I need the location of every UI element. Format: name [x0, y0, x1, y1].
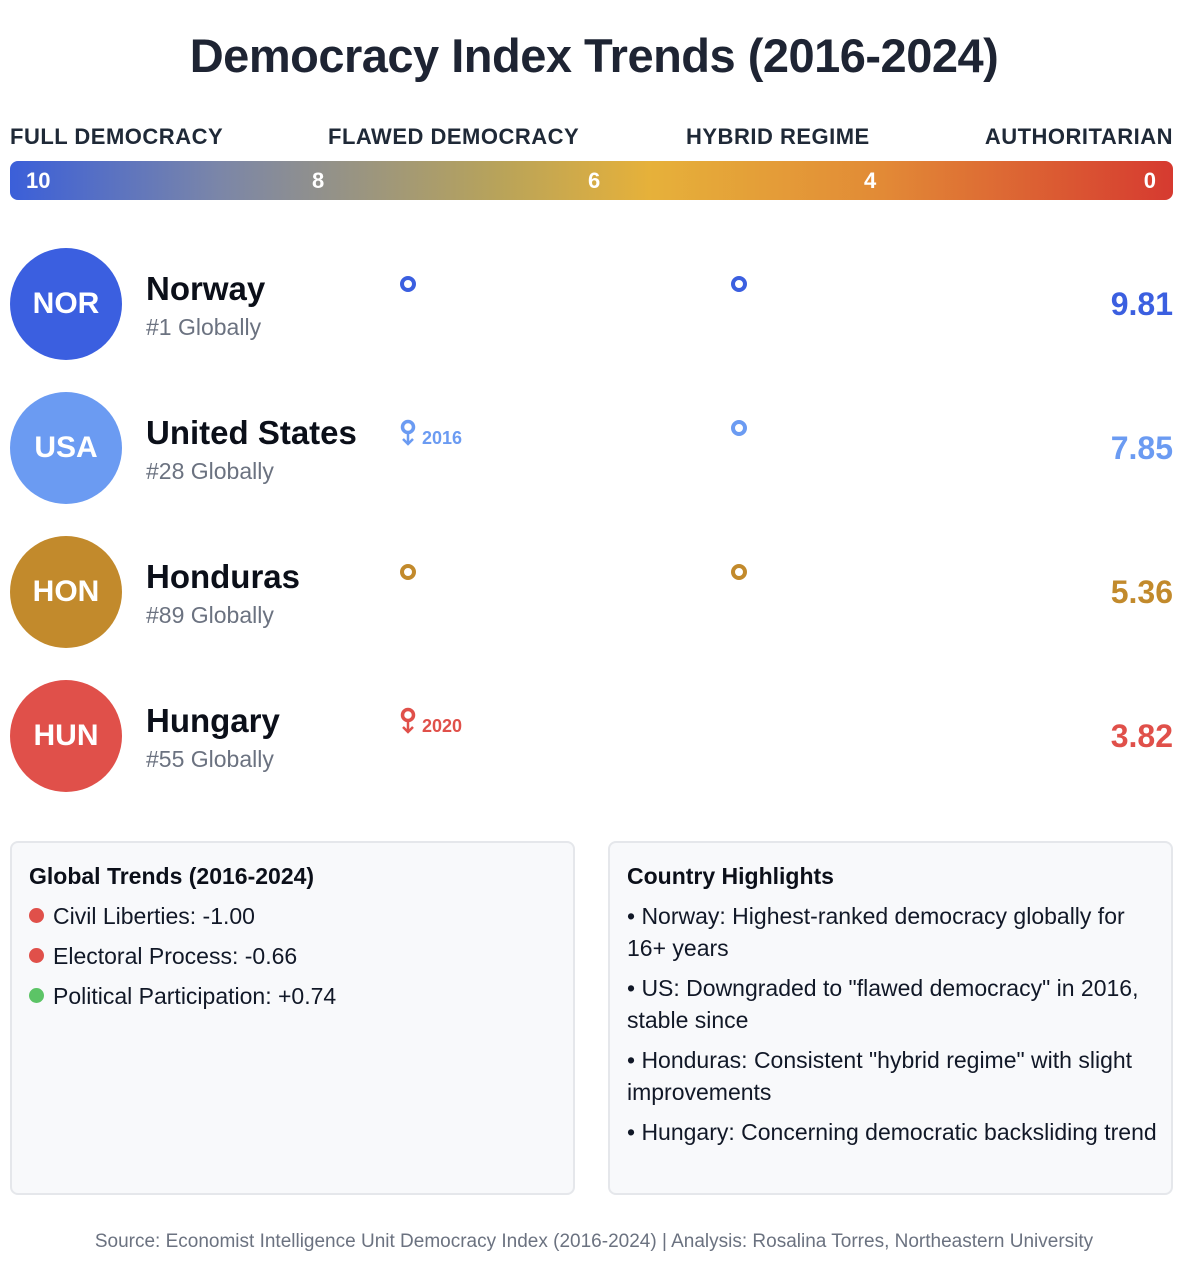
scale-tick: 4: [864, 168, 877, 193]
category-label-hybrid-regime: HYBRID REGIME: [686, 124, 870, 149]
downgrade-pin-icon[interactable]: [399, 419, 419, 453]
country-badge: HUN: [10, 680, 122, 792]
trend-annotation-year: 2020: [422, 716, 463, 736]
highlight-item: • Norway: Highest-ranked democracy globa…: [627, 903, 1125, 961]
country-score: 9.81: [1110, 286, 1173, 322]
panel-title: Global Trends (2016-2024): [29, 863, 315, 889]
scale-tick: 0: [1143, 168, 1156, 193]
country-badge: NOR: [10, 248, 122, 360]
downgrade-pin-icon[interactable]: [399, 707, 419, 741]
category-label-flawed-democracy: FLAWED DEMOCRACY: [328, 124, 580, 149]
trend-point-end[interactable]: [731, 420, 747, 436]
highlight-item: • Honduras: Consistent "hybrid regime" w…: [627, 1047, 1133, 1105]
trend-item: Civil Liberties: -1.00: [29, 903, 255, 930]
country-score: 3.82: [1110, 718, 1173, 754]
trend-label: Electoral Process: -0.66: [53, 943, 298, 969]
category-label-full-democracy: FULL DEMOCRACY: [10, 124, 224, 149]
country-row-norway[interactable]: NOR Norway #1 Globally 9.81: [10, 248, 1173, 360]
country-rank: #89 Globally: [146, 602, 274, 628]
trend-annotation-year: 2016: [422, 428, 463, 448]
highlight-item: • Hungary: Concerning democratic backsli…: [627, 1119, 1157, 1145]
trend-point-end[interactable]: [731, 564, 747, 580]
trend-dot-icon: [29, 908, 44, 923]
country-row-hungary[interactable]: HUN Hungary #55 Globally 3.82 2020: [10, 680, 1173, 792]
trend-point-end[interactable]: [731, 276, 747, 292]
scale-tick: 10: [26, 168, 51, 193]
country-badge: USA: [10, 392, 122, 504]
trend-item: Political Participation: +0.74: [29, 983, 336, 1010]
country-name: Honduras: [146, 558, 301, 595]
trend-point-start[interactable]: [400, 276, 416, 292]
highlight-item: • US: Downgraded to "flawed democracy" i…: [627, 975, 1139, 1033]
scale-tick: 8: [312, 168, 325, 193]
source-footer: Source: Economist Intelligence Unit Demo…: [94, 1231, 1094, 1252]
country-row-united-states[interactable]: USA United States #28 Globally 7.85 2016: [10, 392, 1173, 504]
panel-title: Country Highlights: [627, 863, 834, 889]
country-score: 5.36: [1110, 574, 1173, 610]
trend-label: Civil Liberties: -1.00: [53, 903, 255, 929]
trend-dot-icon: [29, 988, 44, 1003]
scale-tick: 6: [588, 168, 601, 193]
chart-title: Democracy Index Trends (2016-2024): [189, 29, 999, 82]
category-label-authoritarian: AUTHORITARIAN: [984, 124, 1173, 149]
country-score: 7.85: [1110, 430, 1173, 466]
country-highlights-panel: Country Highlights • Norway: Highest-ran…: [608, 841, 1173, 1195]
trend-point-start[interactable]: [400, 564, 416, 580]
country-name: Norway: [146, 270, 266, 307]
global-trends-panel: Global Trends (2016-2024) Civil Libertie…: [10, 841, 575, 1195]
score-gradient-bar: 10 8 6 4 0: [10, 161, 1173, 200]
country-name: United States: [146, 414, 357, 451]
scale-category-labels: FULL DEMOCRACY FLAWED DEMOCRACY HYBRID R…: [10, 124, 1173, 150]
country-rank: #1 Globally: [146, 314, 262, 340]
country-rank: #55 Globally: [146, 746, 274, 772]
trend-dot-icon: [29, 948, 44, 963]
trend-item: Electoral Process: -0.66: [29, 943, 297, 970]
country-badge: HON: [10, 536, 122, 648]
country-name: Hungary: [146, 702, 280, 739]
trend-label: Political Participation: +0.74: [53, 983, 337, 1009]
country-row-honduras[interactable]: HON Honduras #89 Globally 5.36: [10, 536, 1173, 648]
country-rank: #28 Globally: [146, 458, 274, 484]
